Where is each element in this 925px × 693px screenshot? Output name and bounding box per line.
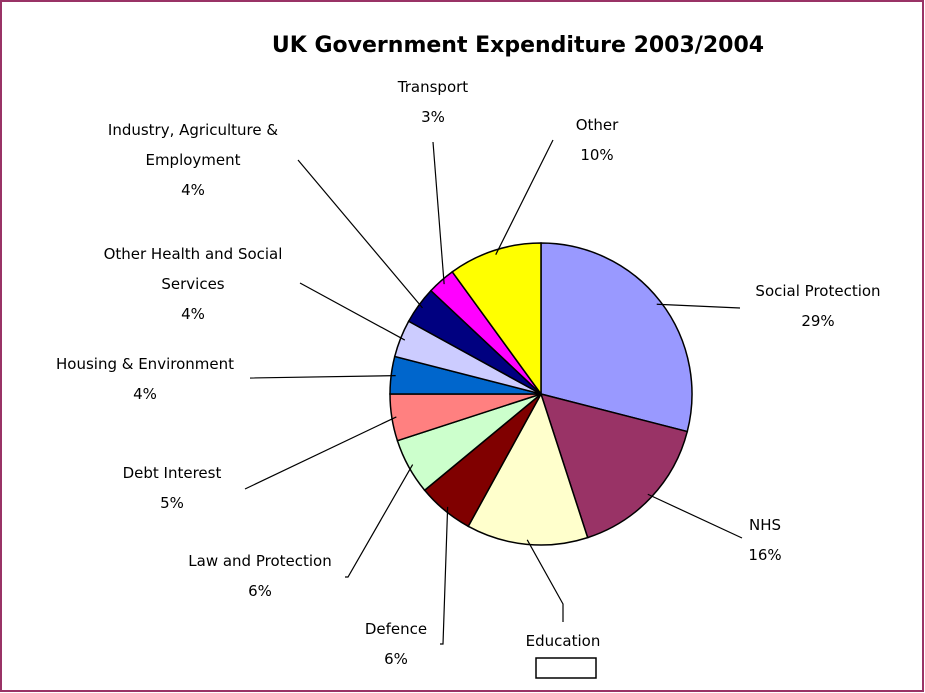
- leader-line-other-health-and-social-services: [299, 282, 406, 341]
- pie-slice-education: [467, 392, 589, 546]
- slice-percent-defence: 6%: [384, 650, 408, 668]
- leader-line-law-and-protection: [345, 464, 414, 578]
- slice-percent-transport: 3%: [421, 108, 445, 126]
- slice-label-social-protection: Social Protection: [755, 282, 880, 300]
- slice-percent-other: 10%: [580, 146, 613, 164]
- slice-percent-nhs: 16%: [748, 546, 781, 564]
- leader-line-education: [526, 539, 564, 622]
- slice-label-education: Education: [526, 632, 601, 650]
- leader-lines: [244, 139, 743, 645]
- slice-label-housing-environment: Housing & Environment: [56, 355, 234, 373]
- pie-slice-nhs: [539, 392, 689, 539]
- slice-label-law-and-protection: Law and Protection: [188, 552, 331, 570]
- slice-percent-industry-agriculture-employment: 4%: [181, 181, 205, 199]
- leader-line-nhs: [647, 493, 743, 539]
- pie-slices: [389, 242, 693, 546]
- slice-percent-other-health-and-social-services: 4%: [181, 305, 205, 323]
- slice-label-debt-interest: Debt Interest: [123, 464, 222, 482]
- leader-line-housing-environment: [249, 375, 396, 379]
- leader-line-defence: [440, 506, 449, 645]
- slice-label-industry-agriculture-employment: Employment: [145, 151, 240, 169]
- slice-percent-housing-environment: 4%: [133, 385, 157, 403]
- leader-line-industry-agriculture-employment: [297, 159, 423, 309]
- slice-label-other-health-and-social-services: Other Health and Social: [104, 245, 283, 263]
- pie-slice-social-protection: [540, 242, 693, 433]
- slice-percent-law-and-protection: 6%: [248, 582, 272, 600]
- slice-percent-debt-interest: 5%: [160, 494, 184, 512]
- slice-label-defence: Defence: [365, 620, 427, 638]
- slice-label-nhs: NHS: [749, 516, 781, 534]
- slice-labels: Social Protection 29% NHS 16% Education Defen…: [56, 78, 881, 668]
- slice-percent-social-protection: 29%: [801, 312, 834, 330]
- slice-label-industry-agriculture-employment: Industry, Agriculture &: [108, 121, 278, 139]
- leader-line-debt-interest: [244, 416, 397, 490]
- chart-title: UK Government Expenditure 2003/2004: [272, 33, 764, 58]
- leader-line-social-protection: [656, 303, 741, 309]
- pie-slice-other: [451, 242, 542, 397]
- leader-line-transport: [432, 141, 445, 285]
- slice-label-other: Other: [576, 116, 619, 134]
- slice-label-other-health-and-social-services: Services: [161, 275, 224, 293]
- slice-label-transport: Transport: [397, 78, 469, 96]
- percent-label-box-education: [535, 657, 597, 679]
- leader-line-other: [495, 139, 554, 255]
